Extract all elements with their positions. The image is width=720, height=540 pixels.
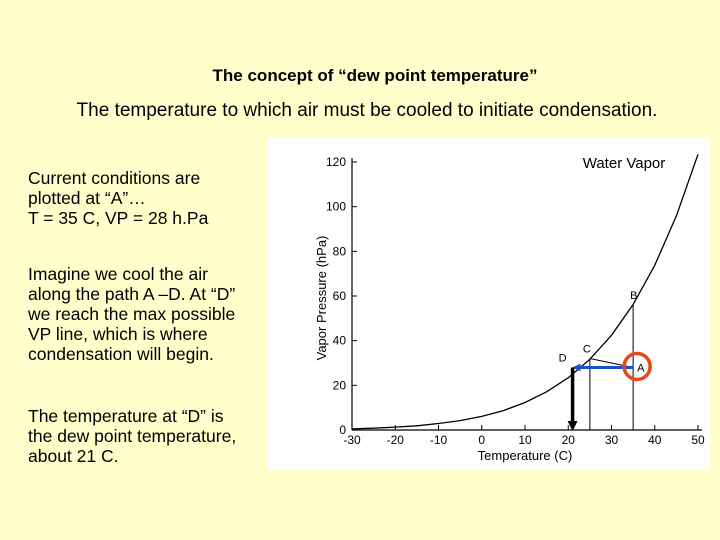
- axes: -30 -20 -10 0 10 20 30 40 50 0 20 40 60 80 100 120: [326, 155, 705, 447]
- saturation-curve: [351, 154, 699, 430]
- chart-title: Water Vapor: [583, 155, 666, 172]
- saturation-curve-group: [351, 154, 699, 430]
- point-label-b: B: [630, 290, 637, 302]
- y-tick-label: 0: [339, 423, 346, 437]
- y-tick-label: 40: [333, 334, 347, 348]
- dew-point-text: The temperature at “D” is the dew point …: [28, 406, 237, 466]
- x-tick-label: 0: [478, 433, 485, 447]
- point-a-highlight-circle: [622, 351, 652, 382]
- x-tick-label: 40: [648, 433, 662, 447]
- x-tick-label: -10: [430, 433, 448, 447]
- cooling-path-text: Imagine we cool the air along the path A…: [28, 264, 236, 364]
- vapor-pressure-chart: -30 -20 -10 0 10 20 30 40 50 0 20 40 60 80 100 120 A B C D…: [268, 138, 710, 470]
- x-axis-label: Temperature (C): [478, 448, 573, 463]
- x-tick-label: 20: [562, 433, 576, 447]
- y-axis-label: Vapor Pressure (hPa): [314, 236, 329, 361]
- point-label-c: C: [583, 344, 591, 356]
- y-tick-label: 20: [333, 378, 347, 392]
- y-tick-label: 80: [333, 244, 347, 258]
- x-tick-label: 50: [691, 433, 705, 447]
- slide-title: The concept of “dew point temperature”: [212, 66, 538, 85]
- x-tick-label: 10: [518, 433, 532, 447]
- x-tick-label: -30: [343, 433, 361, 447]
- path-marks: A B C D: [559, 290, 652, 431]
- point-label-a: A: [637, 362, 645, 374]
- point-label-d: D: [559, 352, 567, 364]
- y-tick-label: 120: [326, 155, 346, 169]
- slide-subtitle: The temperature to which air must be coo…: [76, 100, 658, 121]
- x-tick-label: -20: [387, 433, 405, 447]
- x-tick-label: 30: [605, 433, 619, 447]
- chart-svg: -30 -20 -10 0 10 20 30 40 50 0 20 40 60 80 100 120 A B C D…: [314, 154, 705, 463]
- y-tick-label: 100: [326, 200, 346, 214]
- current-conditions-text: Current conditions are plotted at “A”… T…: [28, 168, 209, 228]
- y-tick-label: 60: [333, 289, 347, 303]
